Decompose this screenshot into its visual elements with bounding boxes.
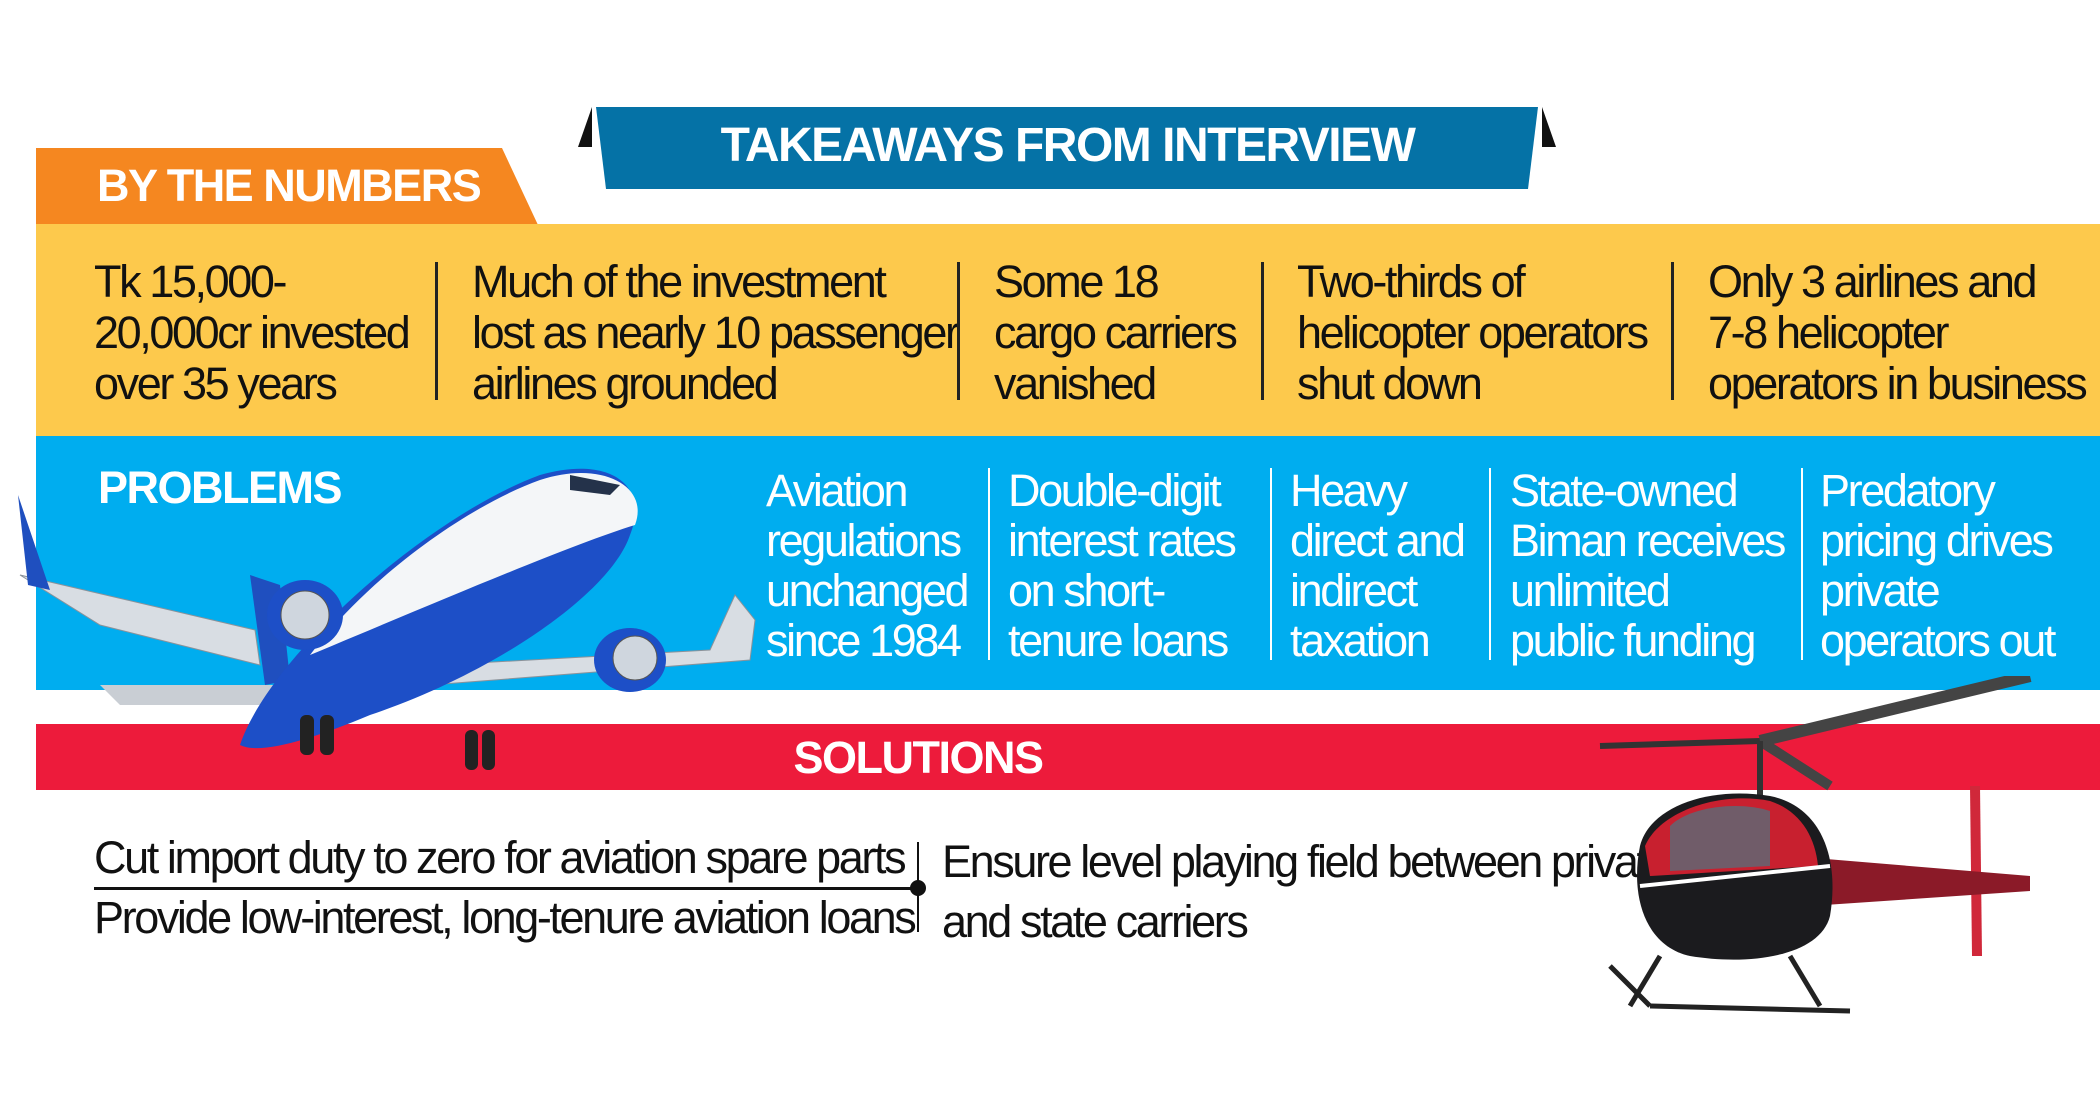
stat-item: Two-thirds of helicopter operators shut … xyxy=(1297,256,1649,409)
header-title: TAKEAWAYS FROM INTERVIEW xyxy=(720,119,1416,172)
solutions-label: SOLUTIONS xyxy=(793,732,1044,783)
stat-item: Some 18 cargo carriers vanished xyxy=(994,256,1238,409)
solution-item: Cut import duty to zero for aviation spa… xyxy=(94,832,907,883)
divider xyxy=(435,262,438,400)
solution-divider xyxy=(917,842,919,932)
problem-item: Heavy direct and indirect taxation xyxy=(1290,465,1466,666)
solution-underline xyxy=(94,887,918,890)
solution-item: Ensure level playing field between priva… xyxy=(942,836,1672,947)
divider xyxy=(1801,468,1803,660)
by-the-numbers-tab xyxy=(36,148,538,225)
divider xyxy=(1270,468,1272,660)
divider xyxy=(1261,262,1264,400)
divider xyxy=(957,262,960,400)
header-banner-shape xyxy=(578,107,1556,189)
problem-item: State-owned Biman receives unlimited pub… xyxy=(1510,465,1786,666)
stat-item: Much of the investment lost as nearly 10… xyxy=(472,256,960,409)
by-the-numbers-label: BY THE NUMBERS xyxy=(97,160,482,211)
helicopter-image xyxy=(1599,676,2032,1014)
stat-item: Only 3 airlines and 7-8 helicopter opera… xyxy=(1708,256,2088,409)
stat-item: Tk 15,000- 20,000cr invested over 35 yea… xyxy=(94,256,411,409)
by-the-numbers-band xyxy=(36,224,2100,436)
divider xyxy=(1671,262,1674,400)
divider xyxy=(1489,468,1491,660)
problem-item: Aviation regulations unchanged since 198… xyxy=(766,465,970,666)
solutions-band xyxy=(36,724,2100,790)
airplane-image xyxy=(18,468,756,770)
problem-item: Predatory pricing drives private operato… xyxy=(1820,465,2056,666)
divider xyxy=(988,468,990,660)
problem-item: Double-digit interest rates on short- te… xyxy=(1008,465,1237,666)
solution-item: Provide low-interest, long-tenure aviati… xyxy=(94,892,917,943)
problems-label: PROBLEMS xyxy=(98,462,343,513)
